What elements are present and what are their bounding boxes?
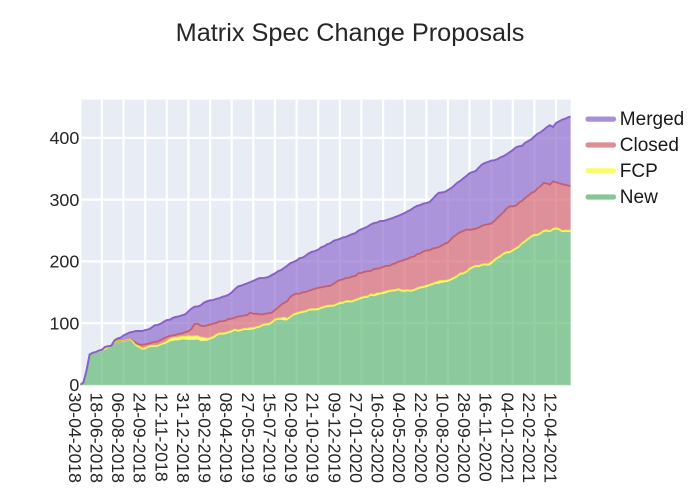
svg-text:27-05-2019: 27-05-2019 <box>238 393 258 483</box>
svg-text:18-06-2018: 18-06-2018 <box>86 393 106 484</box>
svg-text:02-09-2019: 02-09-2019 <box>281 393 301 483</box>
svg-text:12-11-2018: 12-11-2018 <box>151 393 171 482</box>
svg-text:Matrix Spec Change Proposals: Matrix Spec Change Proposals <box>176 19 525 47</box>
svg-text:09-12-2019: 09-12-2019 <box>324 393 344 483</box>
svg-text:22-02-2021: 22-02-2021 <box>519 393 539 483</box>
svg-text:28-09-2020: 28-09-2020 <box>454 393 474 484</box>
svg-text:22-06-2020: 22-06-2020 <box>411 393 431 484</box>
svg-text:21-10-2019: 21-10-2019 <box>303 393 323 483</box>
svg-text:300: 300 <box>49 190 79 210</box>
svg-text:08-04-2019: 08-04-2019 <box>216 393 236 483</box>
svg-text:200: 200 <box>49 252 79 272</box>
svg-text:100: 100 <box>49 313 79 333</box>
svg-text:31-12-2018: 31-12-2018 <box>173 393 193 484</box>
svg-text:16-11-2020: 16-11-2020 <box>476 393 496 482</box>
svg-text:06-08-2018: 06-08-2018 <box>108 393 128 484</box>
svg-text:16-03-2020: 16-03-2020 <box>368 393 388 484</box>
svg-text:30-04-2018: 30-04-2018 <box>65 393 85 484</box>
svg-text:Closed: Closed <box>620 135 679 156</box>
svg-text:FCP: FCP <box>620 161 658 182</box>
svg-text:New: New <box>620 187 658 208</box>
svg-text:27-01-2020: 27-01-2020 <box>346 393 366 484</box>
svg-text:400: 400 <box>49 128 79 148</box>
svg-text:15-07-2019: 15-07-2019 <box>259 393 279 483</box>
svg-text:0: 0 <box>69 375 79 395</box>
svg-text:18-02-2019: 18-02-2019 <box>195 393 215 483</box>
svg-text:Merged: Merged <box>620 109 684 130</box>
svg-text:12-04-2021: 12-04-2021 <box>541 393 561 483</box>
svg-text:04-01-2021: 04-01-2021 <box>497 393 517 483</box>
svg-text:24-09-2018: 24-09-2018 <box>130 393 150 484</box>
svg-text:04-05-2020: 04-05-2020 <box>389 393 409 484</box>
svg-text:10-08-2020: 10-08-2020 <box>432 393 452 484</box>
